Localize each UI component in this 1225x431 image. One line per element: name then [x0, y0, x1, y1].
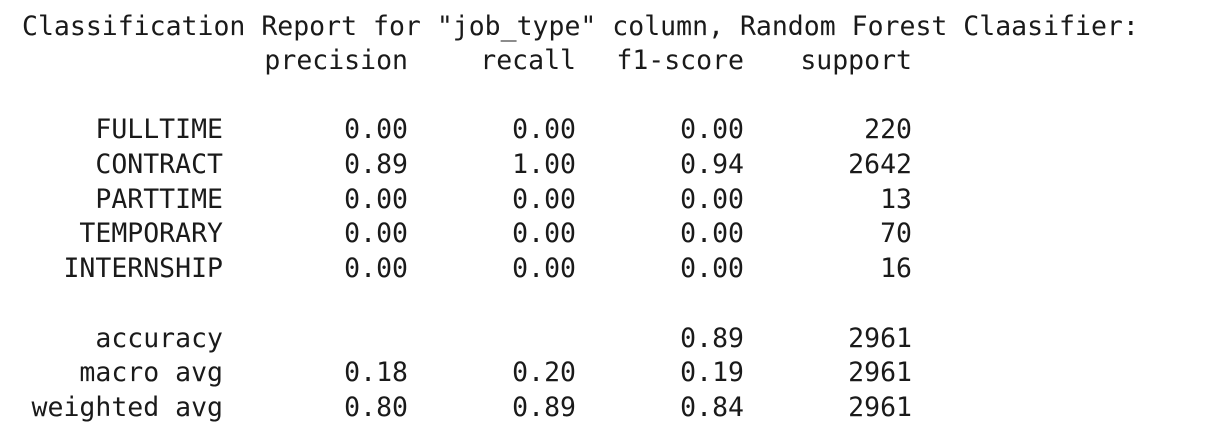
- class-row-contract: CONTRACT 0.89 1.00 0.94 2642: [0, 148, 1225, 182]
- precision-header: precision: [264, 45, 408, 76]
- class-row-temporary: TEMPORARY 0.00 0.00 0.00 70: [0, 217, 1225, 251]
- precision-value: 0.00: [344, 218, 408, 249]
- recall-value: 0.00: [512, 253, 576, 284]
- f1-score-header: f1-score: [616, 45, 744, 76]
- recall-value: 1.00: [512, 149, 576, 180]
- support-value: 13: [880, 184, 912, 215]
- recall-header: recall: [480, 45, 576, 76]
- precision-value: 0.00: [344, 114, 408, 145]
- summary-row-weighted-avg: weighted avg 0.80 0.89 0.84 2961: [0, 391, 1225, 425]
- precision-value: 0.00: [344, 184, 408, 215]
- f1-score-value: 0.00: [680, 114, 744, 145]
- row-label: INTERNSHIP: [63, 253, 223, 284]
- row-label: accuracy: [95, 323, 223, 354]
- f1-score-value: 0.84: [680, 392, 744, 423]
- row-label: FULLTIME: [95, 114, 223, 145]
- support-value: 70: [880, 218, 912, 249]
- f1-score-value: 0.00: [680, 218, 744, 249]
- support-value: 2961: [848, 357, 912, 388]
- f1-score-value: 0.00: [680, 253, 744, 284]
- recall-value: 0.00: [512, 184, 576, 215]
- precision-value: 0.18: [344, 357, 408, 388]
- support-header: support: [800, 45, 912, 76]
- support-value: 2961: [848, 392, 912, 423]
- f1-score-value: 0.89: [680, 323, 744, 354]
- support-value: 220: [864, 114, 912, 145]
- summary-row-accuracy: accuracy 0.89 2961: [0, 322, 1225, 356]
- summary-row-macro-avg: macro avg 0.18 0.20 0.19 2961: [0, 356, 1225, 390]
- class-row-parttime: PARTTIME 0.00 0.00 0.00 13: [0, 183, 1225, 217]
- f1-score-value: 0.94: [680, 149, 744, 180]
- support-value: 2961: [848, 323, 912, 354]
- precision-value: 0.80: [344, 392, 408, 423]
- support-value: 2642: [848, 149, 912, 180]
- recall-value: 0.00: [512, 218, 576, 249]
- report-title: Classification Report for "job_type" col…: [22, 11, 1139, 42]
- recall-value: 0.20: [512, 357, 576, 388]
- f1-score-value: 0.00: [680, 184, 744, 215]
- row-label: weighted avg: [31, 392, 223, 423]
- f1-score-value: 0.19: [680, 357, 744, 388]
- row-label: TEMPORARY: [79, 218, 223, 249]
- class-row-fulltime: FULLTIME 0.00 0.00 0.00 220: [0, 113, 1225, 147]
- row-label: macro avg: [79, 357, 223, 388]
- precision-value: 0.89: [344, 149, 408, 180]
- support-value: 16: [880, 253, 912, 284]
- class-row-internship: INTERNSHIP 0.00 0.00 0.00 16: [0, 252, 1225, 286]
- precision-value: 0.00: [344, 253, 408, 284]
- recall-value: 0.89: [512, 392, 576, 423]
- column-header-row: precision recall f1-score support: [0, 44, 1225, 78]
- row-label: CONTRACT: [95, 149, 223, 180]
- row-label: PARTTIME: [95, 184, 223, 215]
- recall-value: 0.00: [512, 114, 576, 145]
